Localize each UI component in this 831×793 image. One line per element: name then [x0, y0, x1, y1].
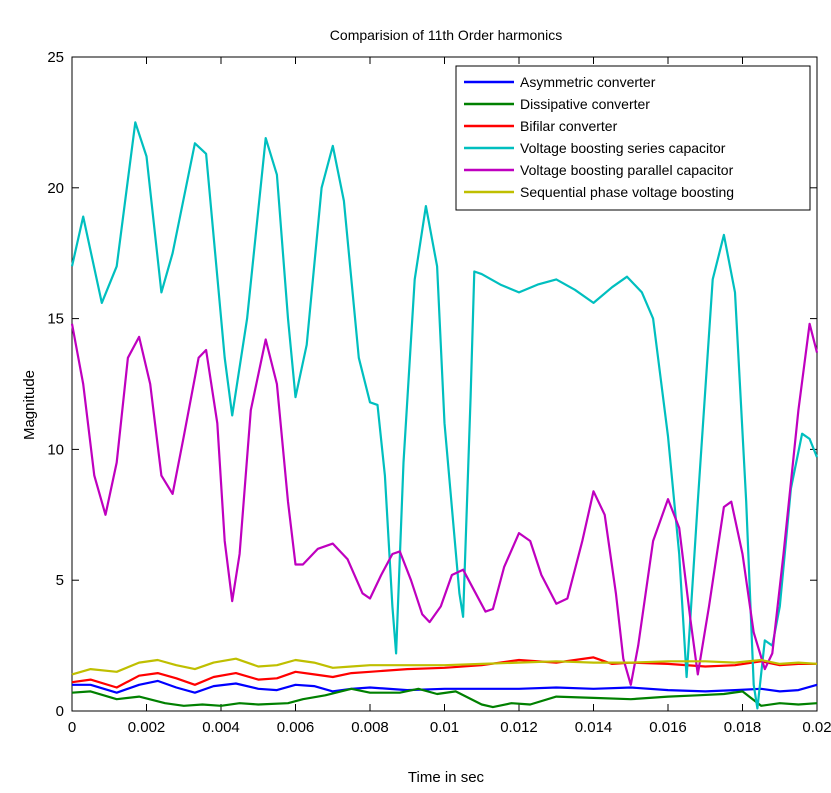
x-tick-label: 0	[68, 719, 76, 736]
series-line-asymmetric-converter	[72, 679, 818, 694]
x-axis-label: Time in sec	[408, 769, 485, 786]
series-lines	[70, 121, 819, 710]
x-tick-label: 0.012	[500, 719, 538, 736]
y-tick-label: 5	[56, 572, 64, 589]
legend-label-asymmetric-converter: Asymmetric converter	[520, 74, 656, 90]
series-line-sequential-phase-voltage-boosting	[71, 657, 818, 676]
series-line-bifilar-converter	[71, 656, 817, 689]
x-tick-label: 0.018	[724, 719, 762, 736]
y-axis-label: Magnitude	[21, 370, 38, 440]
x-tick-label: 0.002	[128, 719, 166, 736]
legend: Asymmetric converter Dissipative converte…	[455, 65, 811, 211]
y-tick-label: 25	[47, 49, 64, 66]
legend-label-sequential-phase-voltage-boosting: Sequential phase voltage boosting	[520, 184, 734, 200]
legend-label-bifilar-converter: Bifilar converter	[520, 118, 618, 134]
series-line-voltage-boosting-series-capacitor	[70, 121, 819, 710]
series-line-dissipative-converter	[71, 687, 818, 709]
x-tick-label: 0.014	[575, 719, 613, 736]
ticks: 0 0.002 0.004 0.006 0.008 0.01 0.012 0.014 0.016…	[47, 49, 831, 736]
legend-box	[455, 65, 811, 211]
legend-label-voltage-boosting-parallel-capacitor: Voltage boosting parallel capacitor	[520, 162, 734, 178]
series-line-voltage-boosting-parallel-capacitor	[70, 322, 819, 686]
x-tick-label: 0.004	[202, 719, 240, 736]
legend-label-dissipative-converter: Dissipative converter	[520, 96, 650, 112]
x-tick-label: 0.016	[649, 719, 687, 736]
y-tick-label: 15	[47, 311, 64, 328]
x-tick-label: 0.006	[277, 719, 315, 736]
y-tick-label: 10	[47, 441, 64, 458]
y-tick-label: 0	[56, 703, 64, 720]
legend-label-voltage-boosting-series-capacitor: Voltage boosting series capacitor	[520, 140, 726, 156]
x-tick-label: 0.008	[351, 719, 389, 736]
chart-title: Comparision of 11th Order harmonics	[330, 27, 562, 43]
x-tick-label: 0.01	[430, 719, 459, 736]
x-tick-label: 0.02	[802, 719, 831, 736]
y-tick-label: 20	[47, 180, 64, 197]
